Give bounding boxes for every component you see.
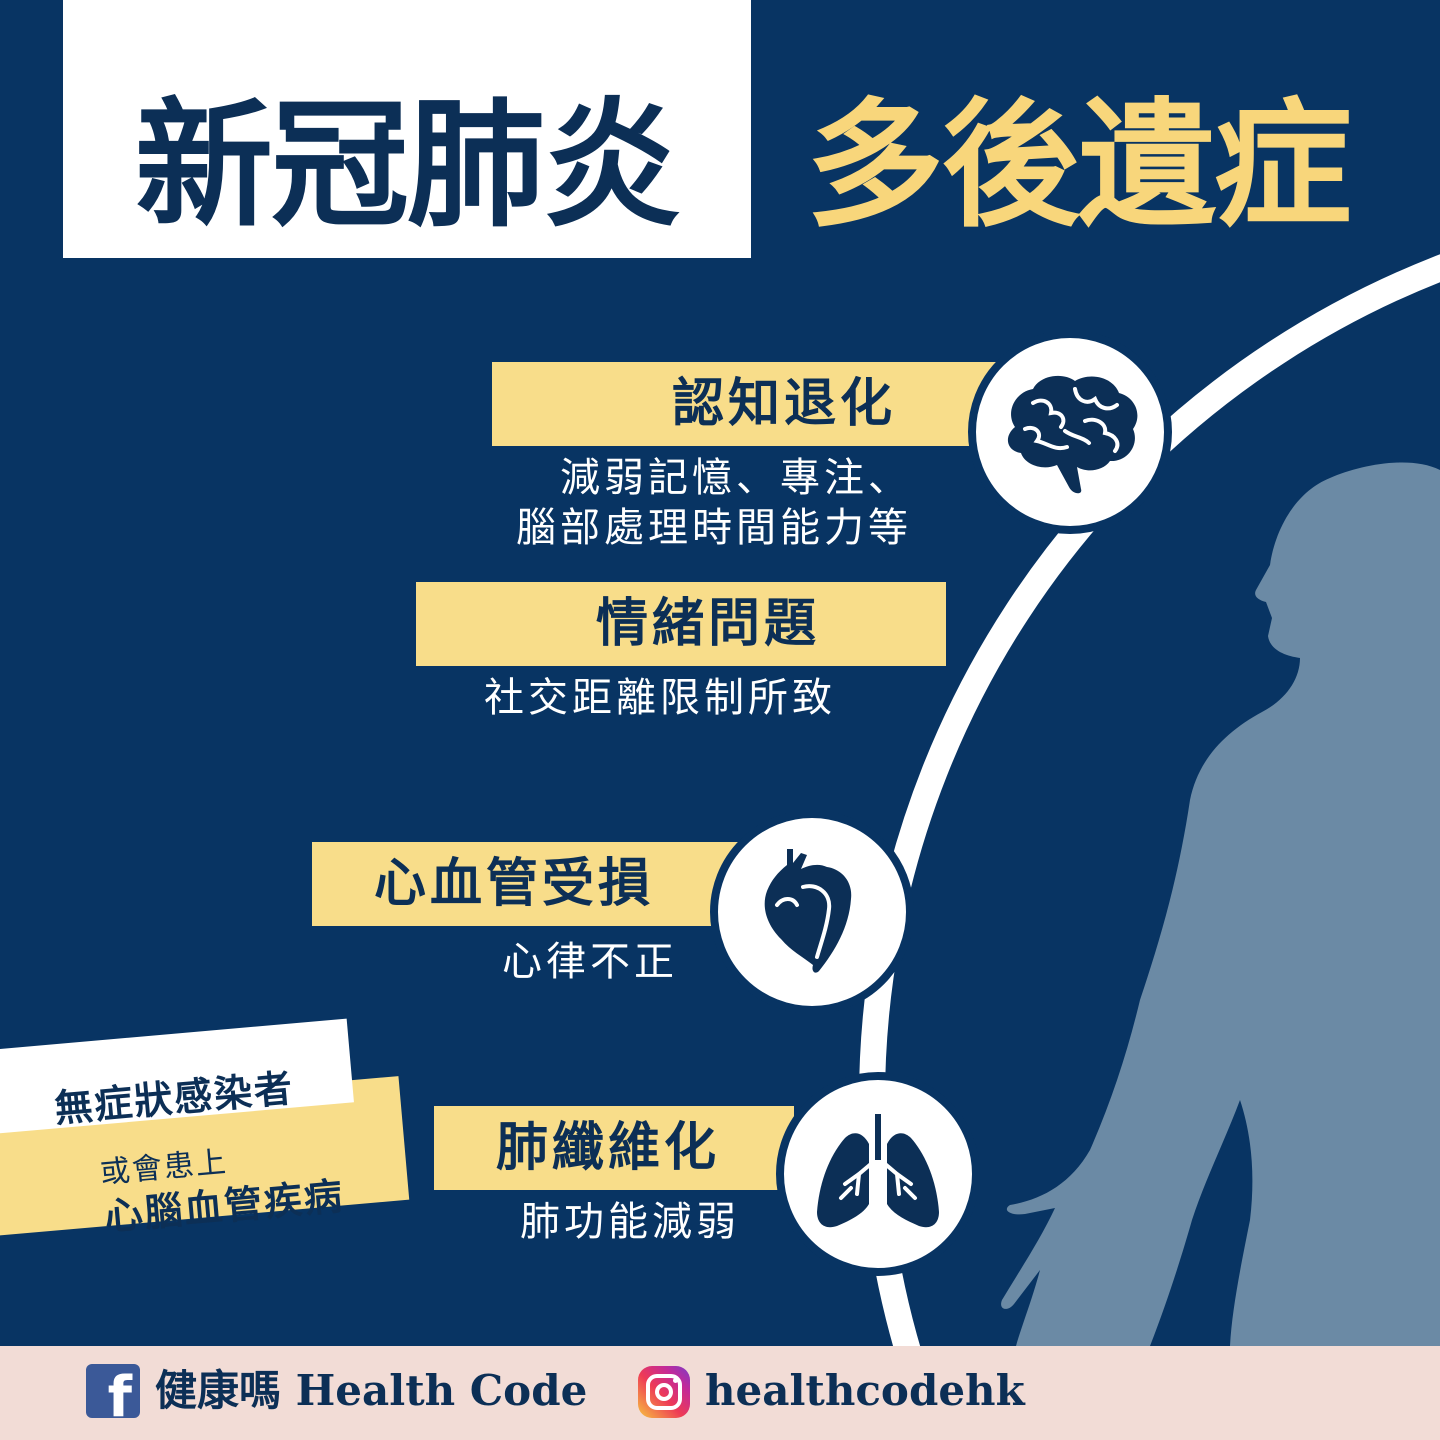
item-desc-emotional-1: 社交距離限制所致 — [484, 675, 836, 721]
item-desc-lung-1: 肺功能減弱 — [520, 1199, 740, 1245]
heart-icon — [764, 849, 852, 973]
item-bar-cognitive — [492, 362, 1012, 446]
brain-icon — [1007, 375, 1138, 494]
item-bar-emotional — [416, 582, 946, 666]
title-accent: 多後遺症 — [805, 85, 1352, 246]
facebook-icon[interactable]: f — [86, 1364, 140, 1418]
item-bar-lung — [434, 1106, 794, 1190]
item-desc-cardio-1: 心律不正 — [502, 939, 678, 985]
human-silhouette — [1001, 462, 1440, 1347]
item-label-lung: 肺纖維化 — [496, 1118, 721, 1178]
title-box — [63, 0, 751, 258]
footer: f 健康嗎 Health Code healthcodehk — [0, 1346, 1440, 1440]
facebook-page-name[interactable]: 健康嗎 Health Code — [155, 1366, 588, 1415]
item-label-emotional: 情緒問題 — [596, 594, 821, 654]
lungs-icon — [817, 1114, 939, 1228]
brain-icon-circle — [968, 330, 1172, 534]
instagram-handle[interactable]: healthcodehk — [705, 1366, 1025, 1415]
heart-icon-circle — [710, 810, 914, 1014]
title-main: 新冠肺炎 — [134, 85, 681, 246]
instagram-icon[interactable] — [638, 1366, 690, 1418]
item-desc-cognitive-2: 腦部處理時間能力等 — [516, 505, 912, 551]
item-bar-cardio — [312, 842, 752, 926]
asymptomatic-note: 無症狀感染者 或會患上 心腦血管疾病 — [0, 1018, 420, 1250]
item-label-cardio: 心血管受損 — [374, 854, 655, 914]
item-label-cognitive: 認知退化 — [672, 374, 897, 434]
lungs-icon-circle — [776, 1072, 980, 1276]
item-desc-cognitive-1: 減弱記憶、專注、 — [560, 455, 912, 501]
